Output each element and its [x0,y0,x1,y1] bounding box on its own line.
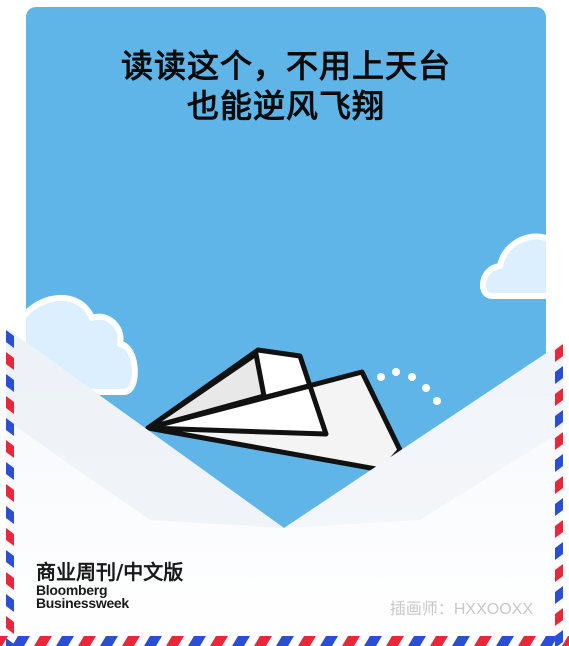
airmail-stripe [232,636,250,646]
headline-line-2: 也能逆风飞翔 [186,87,385,125]
airmail-stripe [6,550,14,568]
airmail-stripe [555,344,563,362]
airmail-stripe [6,396,14,414]
airmail-stripe [6,616,14,634]
airmail-stripe [555,432,563,450]
headline-line-1: 读读这个，不用上天台 [120,47,451,85]
airmail-stripe [342,636,360,646]
airmail-stripe [6,484,14,502]
brand-logo: 商业周刊/中文版 Bloomberg Businessweek [36,560,183,610]
airmail-stripe [100,636,118,646]
airmail-stripe [364,636,382,646]
airmail-stripe [555,476,563,494]
airmail-stripe [6,440,14,458]
airmail-stripe [6,506,14,524]
airmail-stripe [496,636,514,646]
airmail-stripe [555,630,563,646]
airmail-stripe [122,636,140,646]
airmail-stripe [6,374,14,392]
dotted-wind-trail-icon [377,368,441,405]
airmail-border [0,330,569,646]
envelope-front [6,328,563,645]
airmail-stripe [474,636,492,646]
airmail-stripe [6,352,14,370]
airmail-stripe [555,388,563,406]
brand-english-line-2: Businessweek [36,595,129,611]
airmail-stripe [6,528,14,546]
airmail-stripe [408,636,426,646]
airmail-stripe [144,636,162,646]
airmail-stripe [555,498,563,516]
airmail-stripe [276,636,294,646]
airmail-stripe [430,636,448,646]
airmail-stripe [386,636,404,646]
airmail-stripe [555,454,563,472]
illustrator-credit: 插画师：HXXOOXX [389,601,533,618]
airmail-stripe [555,520,563,538]
airmail-stripe [320,636,338,646]
airmail-stripe [254,636,272,646]
airmail-stripe [452,636,470,646]
airmail-stripe [6,594,14,612]
paper-plane-icon [145,347,403,473]
airmail-stripe [518,636,536,646]
headline: 读读这个，不用上天台 也能逆风飞翔 [26,46,546,126]
airmail-stripe [188,636,206,646]
airmail-stripe [555,586,563,604]
airmail-stripe [12,636,30,646]
airmail-stripe [78,636,96,646]
airmail-stripe [6,330,14,348]
brand-english-line-1: Bloomberg [36,582,108,598]
airmail-stripe [555,608,563,626]
airmail-stripe [555,366,563,384]
airmail-stripe [210,636,228,646]
airmail-stripe [555,410,563,428]
airmail-stripe [555,564,563,582]
airmail-stripe [6,462,14,480]
airmail-stripe [166,636,184,646]
airmail-stripe [56,636,74,646]
airmail-stripe [6,638,14,646]
brand-chinese-name: 商业周刊/中文版 [36,560,184,584]
airmail-stripe [6,418,14,436]
airmail-stripe [34,636,52,646]
airmail-stripe [555,542,563,560]
airmail-stripe [6,572,14,590]
airmail-stripe [298,636,316,646]
cloud-icon [480,233,546,299]
airmail-stripe [540,636,558,646]
airmail-stripe [562,636,569,646]
